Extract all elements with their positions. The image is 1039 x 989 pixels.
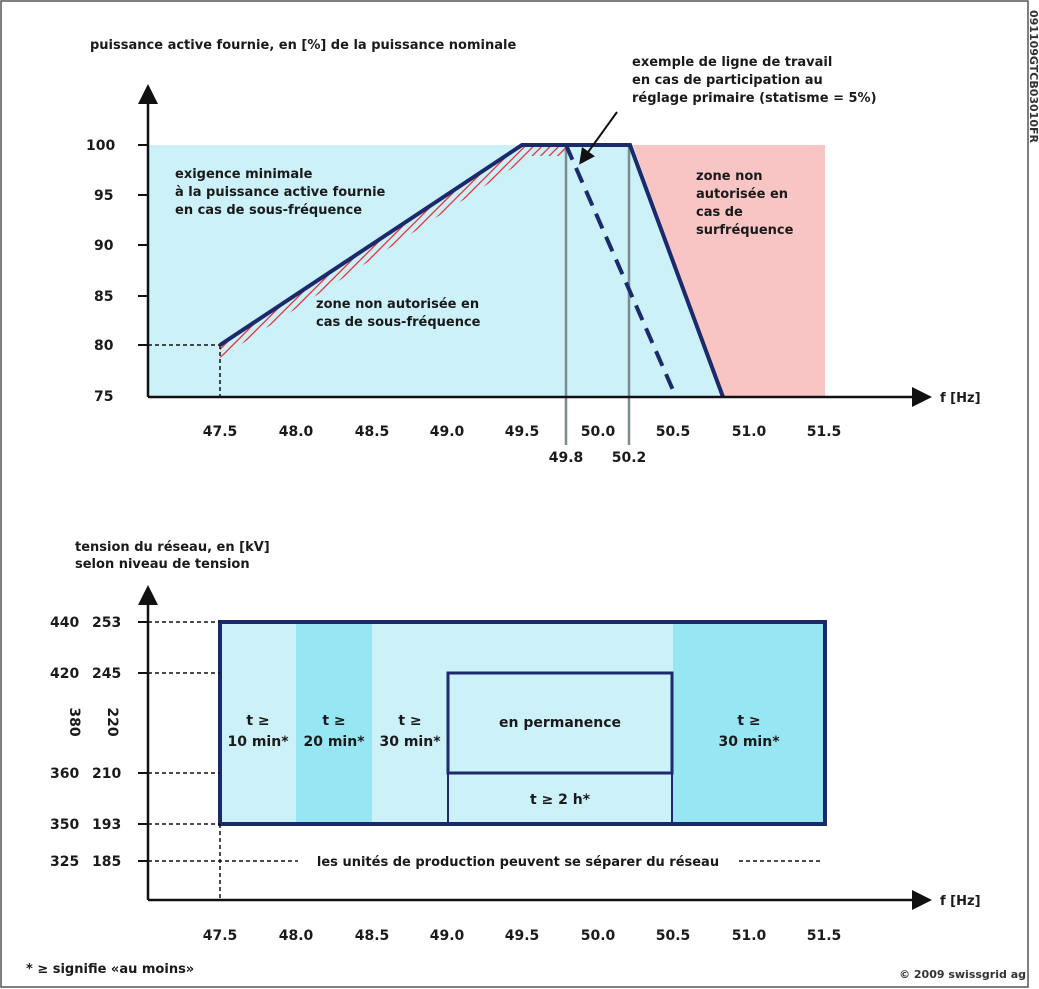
bottom-y-mid-left: 380 [66, 707, 82, 736]
top-chart-title: puissance active fournie, en [%] de la p… [90, 38, 516, 53]
top-y-tick: 75 [94, 389, 113, 405]
note-pointer-arrow [579, 111, 618, 165]
svg-text:20 min*: 20 min* [303, 734, 365, 750]
bottom-x-tick: 50.0 [581, 928, 616, 944]
svg-text:à la puissance active fournie: à la puissance active fournie [175, 185, 386, 200]
svg-text:zone non autorisée en: zone non autorisée en [316, 297, 479, 312]
svg-text:t ≥: t ≥ [737, 713, 760, 729]
top-y-tick: 85 [94, 289, 113, 305]
svg-text:30 min*: 30 min* [718, 734, 780, 750]
top-x-ticks: 47.5 48.0 48.5 49.0 49.5 50.0 50.5 51.0 … [203, 424, 842, 466]
example-line-note: exemple de ligne de travail en cas de pa… [632, 55, 877, 106]
svg-text:surfréquence: surfréquence [696, 223, 794, 238]
doc-code: 091109GTCB03010FR [1027, 10, 1039, 144]
footnote: * ≥ signifie «au moins» [26, 962, 194, 977]
bottom-y-left-tick: 420 [50, 666, 79, 682]
top-y-tick: 80 [94, 338, 114, 354]
bottom-y-left-tick: 440 [50, 615, 79, 631]
bottom-x-tick: 48.5 [355, 928, 390, 944]
top-x-tick: 51.0 [732, 424, 767, 440]
bottom-y-right-tick: 185 [92, 854, 121, 870]
svg-text:t ≥: t ≥ [398, 713, 421, 729]
top-x-subtick: 50.2 [612, 450, 647, 466]
svg-text:en cas de participation au: en cas de participation au [632, 73, 823, 88]
bottom-y-ticks: 440 420 360 350 325 253 245 210 193 185 … [50, 615, 148, 870]
voltage-range-box [218, 620, 827, 826]
svg-text:t ≥: t ≥ [246, 713, 269, 729]
bottom-x-tick: 47.5 [203, 928, 238, 944]
svg-text:exemple de ligne de travail: exemple de ligne de travail [632, 55, 832, 70]
allowed-zone [148, 145, 633, 397]
top-x-tick: 48.0 [279, 424, 314, 440]
svg-text:réglage primaire (statisme = 5: réglage primaire (statisme = 5%) [632, 91, 877, 106]
min-power-curve [218, 143, 725, 398]
band-30-min [372, 622, 673, 824]
separation-note: les unités de production peuvent se sépa… [317, 855, 719, 870]
svg-text:cas de sous-fréquence: cas de sous-fréquence [316, 315, 481, 330]
bottom-y-right-tick: 210 [92, 766, 121, 782]
bottom-chart-title-line1: tension du réseau, en [kV] [75, 540, 270, 555]
band-30-min-high [673, 622, 825, 824]
bottom-x-tick: 49.0 [430, 928, 465, 944]
bottom-x-tick: 48.0 [279, 928, 314, 944]
svg-text:cas de: cas de [696, 205, 743, 220]
bottom-y-left-tick: 350 [50, 817, 79, 833]
min-requirement-label: exigence minimale à la puissance active … [175, 167, 386, 218]
droop-example-line [564, 144, 678, 398]
svg-text:autorisée en: autorisée en [696, 187, 788, 202]
top-y-tick: 95 [94, 188, 113, 204]
bottom-y-mid-right: 220 [104, 707, 120, 736]
top-x-tick: 50.0 [581, 424, 616, 440]
top-y-tick: 100 [86, 138, 115, 154]
voltage-helper-lines [148, 621, 822, 900]
band-20-min [296, 622, 372, 824]
under-frequency-label: zone non autorisée en cas de sous-fréque… [316, 297, 481, 330]
svg-text:30 min*: 30 min* [379, 734, 441, 750]
bottom-x-tick: 50.5 [656, 928, 691, 944]
bottom-y-right-tick: 253 [92, 615, 121, 631]
bottom-x-axis-label: f [Hz] [940, 894, 981, 909]
bottom-y-right-tick: 245 [92, 666, 121, 682]
top-x-tick: 50.5 [656, 424, 691, 440]
top-x-subtick: 49.8 [549, 450, 584, 466]
top-y-ticks: 100 95 90 85 80 75 [86, 138, 148, 405]
over-frequency-label: zone non autorisée en cas de surfréquenc… [696, 169, 794, 238]
bottom-y-left-tick: 325 [50, 854, 79, 870]
bottom-chart-title-line2: selon niveau de tension [75, 557, 250, 572]
svg-text:t ≥: t ≥ [322, 713, 345, 729]
svg-text:t ≥ 2 h*: t ≥ 2 h* [530, 792, 591, 808]
bottom-y-right-tick: 193 [92, 817, 121, 833]
svg-text:zone non: zone non [696, 169, 763, 184]
bottom-x-tick: 51.0 [732, 928, 767, 944]
band-labels: t ≥ 10 min* t ≥ 20 min* t ≥ 30 min* en p… [227, 713, 780, 808]
band-10-min [220, 622, 296, 824]
svg-text:en cas de sous-fréquence: en cas de sous-fréquence [175, 203, 362, 218]
permanent-box [446, 671, 674, 775]
bottom-x-ticks: 47.5 48.0 48.5 49.0 49.5 50.0 50.5 51.0 … [203, 928, 842, 944]
top-x-tick: 49.0 [430, 424, 465, 440]
top-y-tick: 90 [94, 238, 114, 254]
bottom-x-tick: 49.5 [505, 928, 540, 944]
svg-text:en permanence: en permanence [499, 715, 621, 731]
top-x-tick: 47.5 [203, 424, 238, 440]
top-x-tick: 49.5 [505, 424, 540, 440]
bottom-y-left-tick: 360 [50, 766, 79, 782]
top-x-axis-label: f [Hz] [940, 391, 981, 406]
bottom-x-tick: 51.5 [807, 928, 842, 944]
svg-text:10 min*: 10 min* [227, 734, 289, 750]
top-x-tick: 48.5 [355, 424, 390, 440]
top-x-tick: 51.5 [807, 424, 842, 440]
copyright: © 2009 swissgrid ag [899, 968, 1026, 981]
svg-text:exigence minimale: exigence minimale [175, 167, 313, 182]
